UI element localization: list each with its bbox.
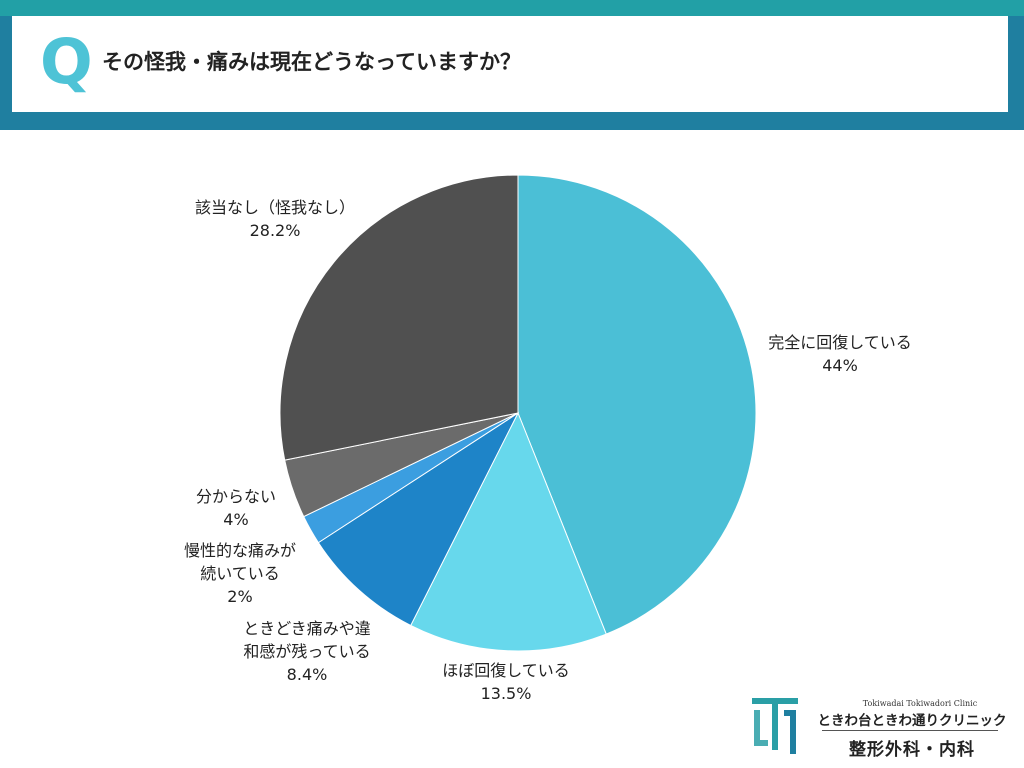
pie-value-label: 44%: [822, 356, 858, 375]
pie-value-label: 8.4%: [287, 665, 328, 684]
clinic-logo-icon: [752, 698, 798, 754]
pie-value-label: 13.5%: [481, 684, 532, 703]
pie-category-label: 該当なし（怪我なし）: [195, 198, 355, 217]
pie-label-6: 該当なし（怪我なし） 28.2%: [195, 198, 355, 240]
pie-label-2: ほぼ回復している 13.5%: [442, 661, 570, 703]
question-box: Q その怪我・痛みは現在どうなっていますか？: [12, 16, 1008, 112]
pie-value-label: 28.2%: [250, 221, 301, 240]
pie-label-5: 分からない 4%: [196, 487, 276, 529]
pie-slice-1: [517, 174, 757, 635]
pie-value-label: 4%: [223, 510, 248, 529]
pie-value-label: 2%: [227, 587, 252, 606]
pie-category-label: ときどき痛みや違: [243, 619, 371, 638]
pie-slice-6: [279, 174, 519, 461]
pie-category-label: 分からない: [196, 487, 276, 506]
pie-slices: [279, 174, 757, 652]
logo-subtitle: Tokiwadai Tokiwadori Clinic: [862, 699, 978, 708]
pie-category-label: 続いている: [200, 564, 280, 583]
logo-name: ときわ台ときわ通りクリニック: [817, 713, 1007, 729]
pie-slice-2: [410, 411, 607, 652]
question-text: その怪我・痛みは現在どうなっていますか？: [102, 50, 521, 74]
pie-label-4: 慢性的な痛みが続いている 2%: [184, 541, 296, 606]
pie-category-label: 和感が残っている: [243, 642, 370, 661]
q-mark: Q: [40, 25, 93, 98]
pie-category-label: 慢性的な痛みが: [184, 541, 296, 560]
pie-slice-3: [317, 411, 520, 627]
pie-label-3: ときどき痛みや違和感が残っている 8.4%: [243, 619, 371, 684]
pie-label-1: 完全に回復している 44%: [768, 333, 912, 375]
logo-divider: [822, 730, 998, 731]
header-top-strip: [0, 0, 1024, 16]
header-band: Q その怪我・痛みは現在どうなっていますか？: [0, 0, 1024, 130]
pie-labels: 完全に回復している 44% ほぼ回復している 13.5% ときどき痛みや違和感が残ってい…: [184, 198, 912, 703]
logo-department: 整形外科・内科: [849, 740, 975, 760]
pie-category-label: ほぼ回復している: [442, 661, 570, 680]
pie-category-label: 完全に回復している: [768, 333, 912, 352]
